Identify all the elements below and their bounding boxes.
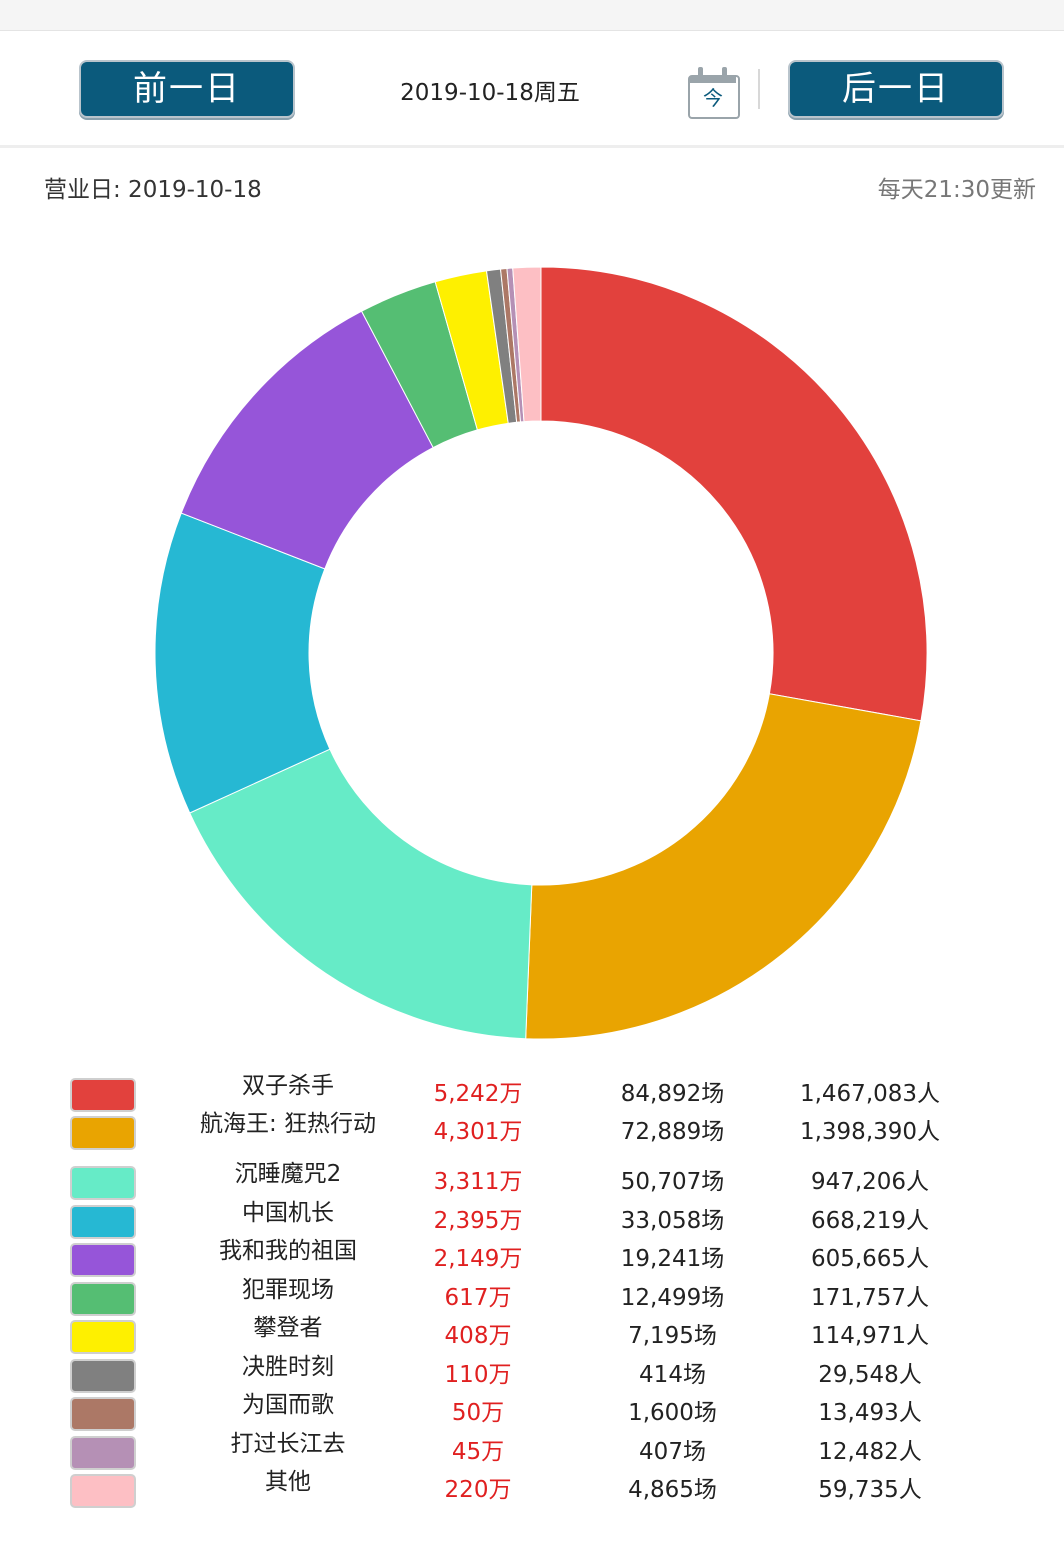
calendar-ring	[698, 67, 703, 79]
legend-row: 攀登者 408万 7,195场 114,971人	[0, 1310, 1064, 1354]
movie-name: 为国而歌	[242, 1392, 334, 1418]
show-count: 84,892场	[620, 1081, 725, 1107]
legend-row: 决胜时刻 110万 414场 29,548人	[0, 1349, 1064, 1393]
status-strip	[0, 0, 1064, 31]
legend-swatch	[70, 1397, 136, 1431]
show-count: 414场	[639, 1362, 706, 1388]
legend-swatch	[70, 1320, 136, 1354]
legend-swatch	[70, 1116, 136, 1150]
business-day-label: 营业日: 2019-10-18	[44, 177, 262, 203]
legend-row: 我和我的祖国 2,149万 19,241场 605,665人	[0, 1233, 1064, 1277]
show-count: 1,600场	[628, 1400, 717, 1426]
legend-swatch	[70, 1166, 136, 1200]
audience-count: 13,493人	[818, 1400, 922, 1426]
legend-swatch	[70, 1474, 136, 1508]
legend-swatch	[70, 1436, 136, 1470]
calendar-header-bar	[690, 77, 736, 83]
legend-row: 犯罪现场 617万 12,499场 171,757人	[0, 1272, 1064, 1316]
donut-slice	[540, 266, 928, 722]
current-date: 2019-10-18周五	[400, 80, 580, 106]
box-office-value: 617万	[444, 1285, 512, 1311]
divider	[758, 69, 760, 109]
movie-name: 打过长江去	[230, 1431, 346, 1457]
show-count: 72,889场	[620, 1119, 725, 1145]
legend-row: 沉睡魔咒2 3,311万 50,707场 947,206人	[0, 1156, 1064, 1200]
update-time-note: 每天21:30更新	[877, 177, 1036, 203]
legend-swatch	[70, 1078, 136, 1112]
next-day-button[interactable]: 后一日	[788, 60, 1004, 118]
movie-name: 我和我的祖国	[219, 1238, 357, 1264]
date-navbar: 前一日 2019-10-18周五 今 后一日	[0, 31, 1064, 148]
movie-name: 沉睡魔咒2	[234, 1161, 342, 1187]
legend-row: 航海王: 狂热行动 4,301万 72,889场 1,398,390人	[0, 1106, 1064, 1150]
legend-row: 中国机长 2,395万 33,058场 668,219人	[0, 1195, 1064, 1239]
audience-count: 114,971人	[810, 1323, 930, 1349]
calendar-ring	[722, 67, 727, 79]
legend-row: 双子杀手 5,242万 84,892场 1,467,083人	[0, 1068, 1064, 1112]
audience-count: 12,482人	[818, 1439, 922, 1465]
box-office-value: 5,242万	[433, 1081, 523, 1107]
audience-count: 1,398,390人	[799, 1119, 941, 1145]
legend-swatch	[70, 1205, 136, 1239]
box-office-value: 2,149万	[433, 1246, 523, 1272]
audience-count: 947,206人	[810, 1169, 930, 1195]
show-count: 50,707场	[620, 1169, 725, 1195]
box-office-value: 2,395万	[433, 1208, 523, 1234]
box-office-value: 408万	[444, 1323, 512, 1349]
box-office-value: 220万	[444, 1477, 512, 1503]
box-office-value: 3,311万	[433, 1169, 523, 1195]
legend-row: 打过长江去 45万 407场 12,482人	[0, 1426, 1064, 1470]
legend-swatch	[70, 1282, 136, 1316]
box-office-value: 45万	[451, 1439, 505, 1465]
show-count: 19,241场	[620, 1246, 725, 1272]
previous-day-button[interactable]: 前一日	[79, 60, 295, 118]
show-count: 407场	[639, 1439, 706, 1465]
legend-swatch	[70, 1359, 136, 1393]
movie-name: 中国机长	[242, 1200, 334, 1226]
movie-name: 攀登者	[253, 1315, 323, 1341]
donut-slice	[189, 748, 533, 1040]
box-office-donut-chart	[154, 266, 928, 1040]
movie-name: 双子杀手	[242, 1073, 334, 1099]
show-count: 4,865场	[628, 1477, 717, 1503]
show-count: 7,195场	[628, 1323, 717, 1349]
box-office-value: 4,301万	[433, 1119, 523, 1145]
calendar-today-icon[interactable]: 今	[688, 67, 740, 119]
donut-slice	[512, 266, 542, 423]
legend-row: 其他 220万 4,865场 59,735人	[0, 1464, 1064, 1508]
movie-name: 犯罪现场	[242, 1277, 334, 1303]
movie-name: 其他	[265, 1469, 311, 1495]
audience-count: 668,219人	[810, 1208, 930, 1234]
audience-count: 29,548人	[818, 1362, 922, 1388]
legend-row: 为国而歌 50万 1,600场 13,493人	[0, 1387, 1064, 1431]
audience-count: 171,757人	[810, 1285, 930, 1311]
show-count: 33,058场	[620, 1208, 725, 1234]
box-office-value: 110万	[444, 1362, 512, 1388]
audience-count: 1,467,083人	[799, 1081, 941, 1107]
donut-slice	[525, 693, 922, 1040]
show-count: 12,499场	[620, 1285, 725, 1311]
audience-count: 605,665人	[810, 1246, 930, 1272]
audience-count: 59,735人	[818, 1477, 922, 1503]
movie-name: 航海王: 狂热行动	[199, 1111, 377, 1137]
box-office-value: 50万	[451, 1400, 505, 1426]
movie-name: 决胜时刻	[242, 1354, 334, 1380]
legend-swatch	[70, 1243, 136, 1277]
today-label: 今	[703, 86, 723, 110]
